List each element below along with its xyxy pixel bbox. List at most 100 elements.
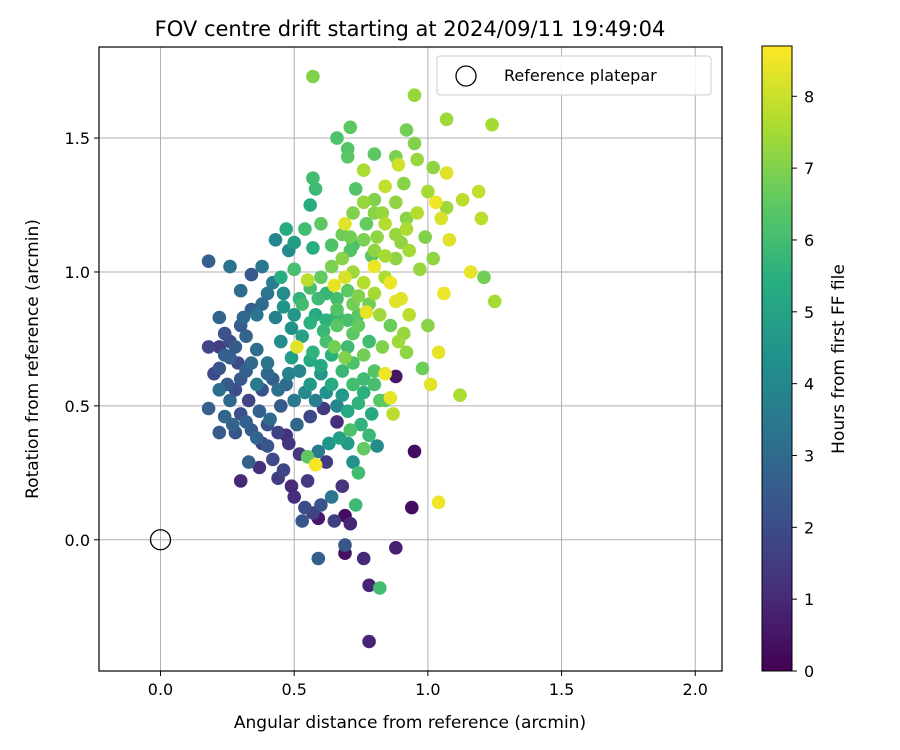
data-point xyxy=(389,195,403,210)
colorbar-gradient xyxy=(761,45,793,672)
data-point xyxy=(223,393,237,408)
data-point xyxy=(212,383,227,397)
data-point xyxy=(284,321,299,336)
data-point xyxy=(356,195,371,210)
data-point xyxy=(322,436,336,451)
colorbar-tick-label: 6 xyxy=(804,231,814,250)
data-point xyxy=(474,211,489,226)
y-tick-label: 0.5 xyxy=(65,397,90,416)
data-point xyxy=(338,538,352,552)
data-point xyxy=(343,230,358,244)
data-point xyxy=(356,348,371,362)
data-point xyxy=(354,417,368,432)
data-point xyxy=(359,217,374,231)
data-point xyxy=(324,490,339,504)
data-point xyxy=(367,147,382,161)
colorbar-tick-label: 0 xyxy=(804,662,814,681)
data-point xyxy=(249,377,264,392)
data-point xyxy=(413,262,427,277)
data-point xyxy=(241,393,256,408)
data-point xyxy=(314,358,328,373)
data-point xyxy=(303,316,318,330)
data-point xyxy=(201,254,216,268)
data-point xyxy=(340,283,355,298)
data-point xyxy=(346,377,360,392)
data-point xyxy=(364,407,379,421)
data-point xyxy=(300,273,315,287)
data-point xyxy=(375,340,390,354)
colorbar-tick-label: 4 xyxy=(804,375,814,394)
data-point xyxy=(356,372,371,386)
colorbar-tick-label: 5 xyxy=(804,303,814,322)
data-point xyxy=(303,409,318,424)
data-point xyxy=(306,69,320,84)
data-point xyxy=(343,516,358,531)
data-point xyxy=(239,415,253,429)
data-point xyxy=(274,334,288,349)
data-point xyxy=(367,259,382,274)
data-point xyxy=(324,377,339,392)
data-point xyxy=(212,310,227,325)
data-point xyxy=(236,310,251,325)
data-point xyxy=(439,112,454,127)
data-point xyxy=(340,150,355,164)
data-point xyxy=(338,217,352,231)
data-point xyxy=(407,136,422,151)
data-point xyxy=(314,217,328,231)
data-point xyxy=(351,289,366,303)
data-point xyxy=(290,340,304,354)
x-tick-label: 2.0 xyxy=(683,680,708,699)
data-point xyxy=(399,211,414,226)
data-point xyxy=(330,415,344,429)
data-point xyxy=(284,479,299,494)
data-point xyxy=(276,300,291,314)
data-point xyxy=(431,495,446,510)
data-point xyxy=(389,541,403,555)
data-point xyxy=(212,425,227,440)
data-point xyxy=(383,391,398,405)
data-point xyxy=(327,278,342,293)
data-point xyxy=(402,243,417,258)
data-point xyxy=(287,393,302,408)
data-point xyxy=(295,514,310,528)
data-point xyxy=(298,500,312,515)
data-point xyxy=(348,182,363,196)
data-point xyxy=(274,399,288,413)
x-tick-label: 0.0 xyxy=(148,680,173,699)
data-point xyxy=(314,498,328,512)
data-point xyxy=(471,184,486,199)
data-point xyxy=(316,324,331,338)
data-point xyxy=(351,396,366,411)
data-point xyxy=(389,227,403,242)
data-point xyxy=(389,251,403,266)
data-point xyxy=(249,342,264,357)
colorbar-tick-label: 7 xyxy=(804,159,814,178)
data-point xyxy=(249,308,264,322)
data-point xyxy=(356,551,371,566)
data-point xyxy=(292,364,307,378)
data-point xyxy=(356,441,371,456)
data-point xyxy=(399,222,414,236)
data-point xyxy=(389,294,403,309)
data-point xyxy=(367,243,382,258)
data-point xyxy=(268,233,283,247)
data-point xyxy=(298,222,312,236)
data-point xyxy=(362,578,376,593)
data-point xyxy=(228,340,243,354)
x-axis-label: Angular distance from reference (arcmin) xyxy=(234,713,586,733)
data-point xyxy=(375,206,390,220)
colorbar: 0 1 2 3 4 5 6 7 8 Hours from first FF file xyxy=(761,45,849,681)
data-point xyxy=(362,334,376,349)
data-point xyxy=(335,388,350,403)
data-point xyxy=(287,308,302,322)
data-point xyxy=(370,230,384,244)
colorbar-tick-label: 8 xyxy=(804,87,814,106)
data-point xyxy=(311,444,326,459)
data-point xyxy=(306,241,320,255)
data-point xyxy=(274,270,288,285)
data-point xyxy=(233,283,248,298)
data-point xyxy=(405,500,419,515)
data-point xyxy=(383,318,398,333)
data-point xyxy=(439,200,454,215)
data-point xyxy=(287,262,302,277)
